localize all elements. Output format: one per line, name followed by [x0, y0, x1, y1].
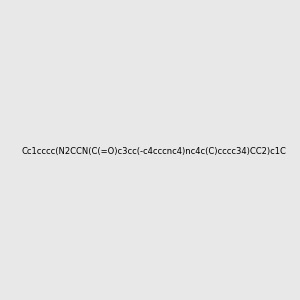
Text: Cc1cccc(N2CCN(C(=O)c3cc(-c4cccnc4)nc4c(C)cccc34)CC2)c1C: Cc1cccc(N2CCN(C(=O)c3cc(-c4cccnc4)nc4c(C…	[21, 147, 286, 156]
